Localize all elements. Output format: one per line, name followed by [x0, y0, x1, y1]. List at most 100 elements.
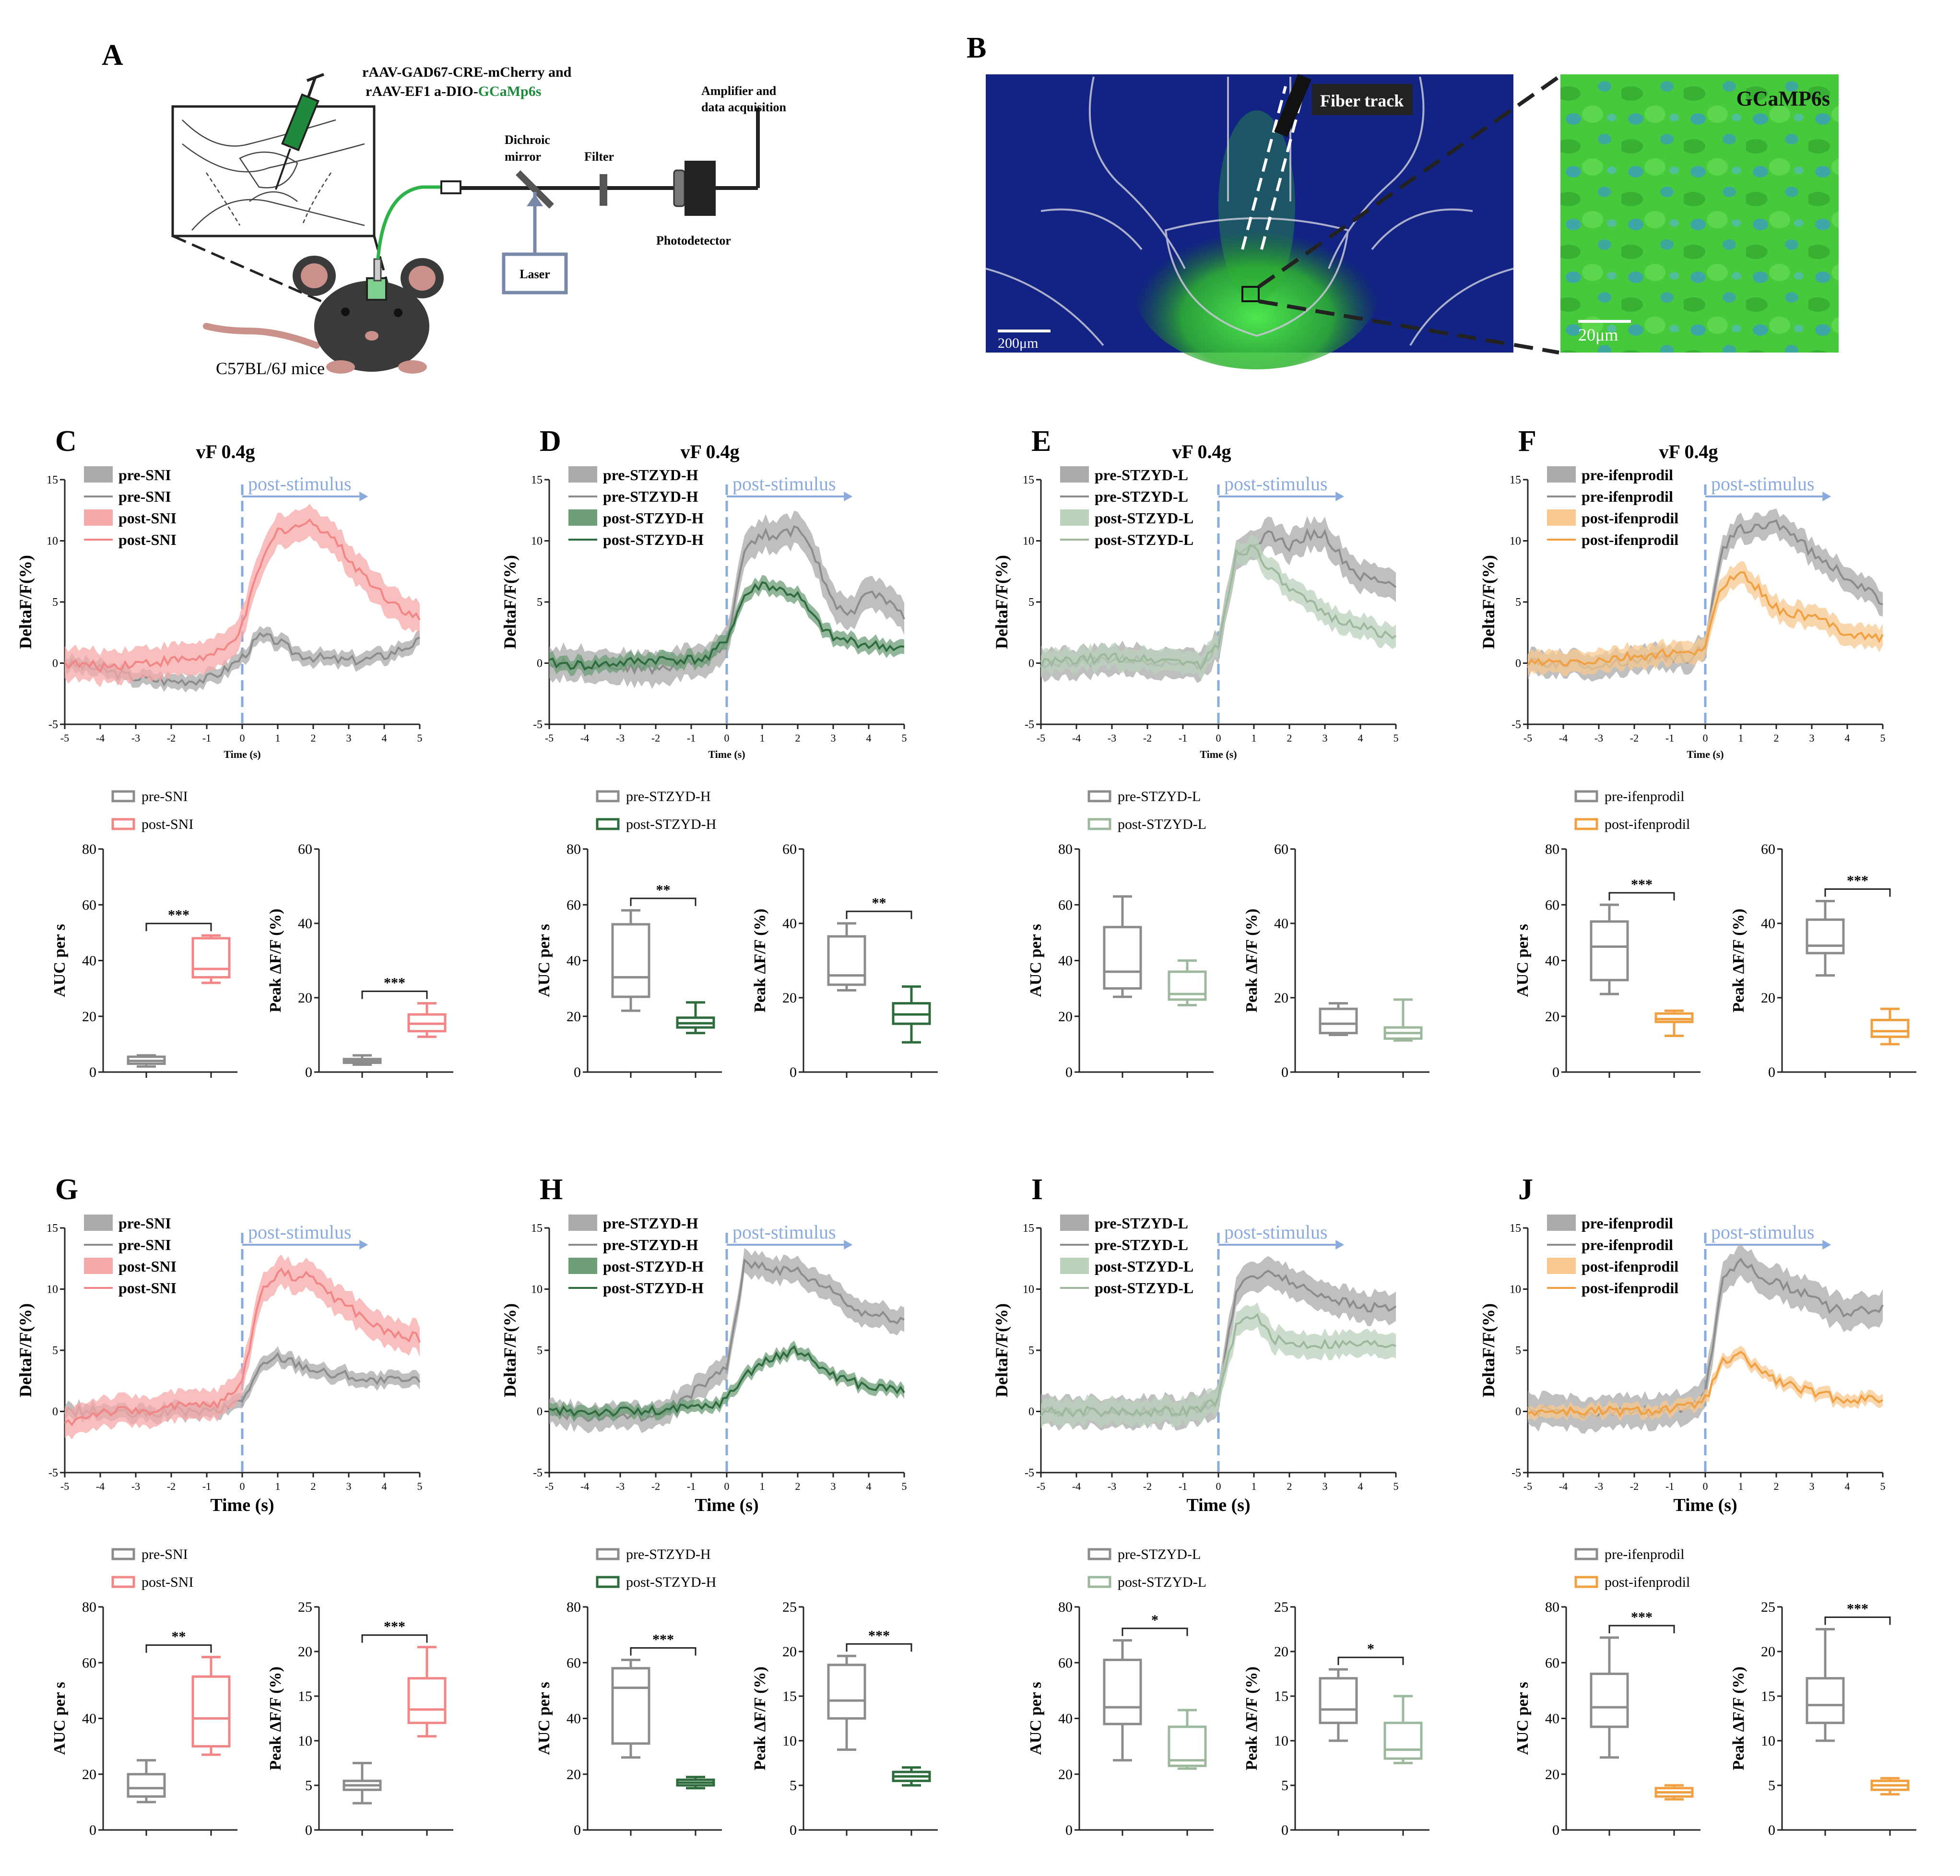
post-stimulus-label: post-stimulus [1711, 473, 1815, 495]
legend-swatch-band [1060, 1258, 1089, 1274]
panel-label-i: I [1031, 1173, 1043, 1206]
y-tick-label: 15 [47, 1222, 58, 1235]
y-axis-title: AUC per s [51, 924, 69, 997]
x-tick-label: -5 [1037, 1480, 1045, 1492]
y-tick-label: 20 [1274, 990, 1288, 1006]
x-tick-label: -4 [96, 1480, 105, 1492]
significance-bracket [1608, 1625, 1675, 1633]
y-tick-label: 25 [1761, 1599, 1775, 1615]
laser-box [502, 252, 568, 295]
auc-boxplot: 0 20 40 60 80 AUC per s ** [535, 841, 722, 1080]
y-tick-label: 5 [537, 1345, 543, 1357]
y-axis-title: Peak ΔF/F (%) [1243, 909, 1261, 1012]
y-tick-label: 15 [1274, 1688, 1288, 1704]
photodetector-label: Photodetector [656, 234, 731, 248]
x-tick-label: 5 [417, 1480, 423, 1492]
y-tick-label: 20 [298, 990, 312, 1006]
y-tick-label: -5 [1025, 719, 1034, 731]
sem-band-post [1041, 534, 1396, 680]
y-axis-title: Peak ΔF/F (%) [1243, 1666, 1261, 1770]
sem-band-post [1528, 561, 1883, 676]
box-legend-swatch [111, 1548, 135, 1560]
x-tick-label: 4 [1845, 1480, 1850, 1492]
y-tick-label: 20 [1058, 1009, 1073, 1025]
auc-boxplot: 0 20 40 60 80 AUC per s * [1027, 1599, 1214, 1838]
y-tick-label: 20 [82, 1767, 96, 1782]
x-tick-label: 0 [240, 1480, 245, 1492]
legend-label-pre: pre-STZYD-H [603, 466, 698, 484]
y-tick-label: 60 [782, 841, 797, 857]
y-tick-label: -5 [48, 719, 58, 731]
trace-chart: -5 0 5 10 15 -5 -4 -3 -2 -1 0 1 2 3 4 5 Time (s) DeltaF/F… [16, 466, 423, 760]
significance-bracket [630, 897, 697, 906]
y-tick-label: 0 [1768, 1822, 1775, 1838]
box-legend-swatch [596, 818, 620, 830]
y-tick-label: 0 [89, 1064, 96, 1080]
x-tick-label: -4 [1072, 1480, 1081, 1492]
laser-label: Laser [520, 267, 550, 281]
y-tick-label: 20 [1761, 1644, 1775, 1660]
box-post [407, 1677, 447, 1724]
x-tick-label: -2 [1143, 732, 1152, 744]
x-tick-label: -3 [1594, 1480, 1603, 1492]
legend-swatch-band [1060, 1215, 1089, 1231]
y-tick-label: 40 [82, 1711, 96, 1727]
y-tick-label: 5 [52, 1345, 58, 1357]
y-tick-label: 25 [782, 1599, 797, 1615]
fiber-track-left-line [1241, 86, 1287, 250]
box-legend-swatch [1087, 818, 1111, 830]
y-tick-label: 10 [1510, 535, 1521, 548]
panel-label-c: C [55, 425, 77, 458]
x-tick-label: 0 [1216, 732, 1221, 744]
significance-bracket [361, 991, 428, 999]
x-tick-label: 2 [1287, 732, 1292, 744]
y-tick-label: 15 [1510, 1222, 1521, 1235]
x-tick-label: 4 [1358, 1480, 1363, 1492]
y-tick-label: 5 [1281, 1778, 1288, 1793]
y-tick-label: 0 [89, 1822, 96, 1838]
trace-legend: pre-STZYD-H pre-STZYD-H post-STZYD-H post-S… [568, 1215, 704, 1297]
scale-bar-200: 200μm [998, 335, 1038, 351]
x-tick-label: 4 [382, 732, 387, 744]
y-tick-label: 40 [782, 916, 797, 932]
panel-a: A [102, 39, 787, 378]
mean-trace-post [549, 581, 905, 671]
x-tick-label: 1 [1738, 732, 1744, 744]
y-tick-label: 40 [567, 1711, 581, 1727]
x-tick-label: -4 [580, 732, 589, 744]
x-tick-label: -1 [202, 1480, 211, 1492]
auc-boxplot: 0 20 40 60 80 AUC per s *** [535, 1599, 722, 1838]
y-tick-label: 40 [82, 953, 96, 969]
x-tick-label: 0 [724, 732, 730, 744]
box-legend-label-pre: pre-STZYD-L [1118, 1546, 1201, 1562]
legend-swatch-band [84, 1258, 113, 1274]
y-tick-label: 0 [537, 1406, 543, 1418]
x-tick-label: 5 [1880, 1480, 1886, 1492]
y-tick-label: 0 [1065, 1822, 1073, 1838]
mean-trace-post [1040, 544, 1397, 671]
y-tick-label: 60 [82, 897, 96, 913]
x-tick-label: 1 [275, 732, 281, 744]
legend-label-pre: pre-STZYD-H [603, 1236, 698, 1253]
y-axis-title: AUC per s [1514, 1682, 1532, 1755]
auc-boxplot: 0 20 40 60 80 AUC per s *** [1514, 841, 1700, 1080]
box-post [1383, 1722, 1423, 1760]
panel-label-g: G [55, 1173, 78, 1206]
x-tick-label: 5 [1880, 732, 1886, 744]
y-tick-label: 20 [782, 990, 797, 1006]
significance-bracket [846, 1643, 912, 1652]
box-pre [1590, 920, 1629, 981]
arrow-head-icon [844, 492, 853, 501]
legend-label-post: post-STZYD-H [603, 1258, 704, 1275]
box-legend-label-post: post-SNI [142, 1574, 193, 1590]
y-tick-label: 80 [567, 1599, 581, 1615]
box-legend-label-post: post-STZYD-L [1118, 816, 1206, 832]
y-tick-label: 40 [1545, 1711, 1559, 1727]
legend-swatch-band [1547, 1215, 1576, 1231]
panel-label-e: E [1031, 425, 1051, 458]
amplifier-label-2: data acquisition [701, 100, 787, 114]
legend-label-pre: pre-STZYD-H [603, 488, 698, 505]
y-axis-title: DeltaF/F(%) [992, 1303, 1011, 1397]
y-axis-title: Peak ΔF/F (%) [267, 1666, 284, 1770]
